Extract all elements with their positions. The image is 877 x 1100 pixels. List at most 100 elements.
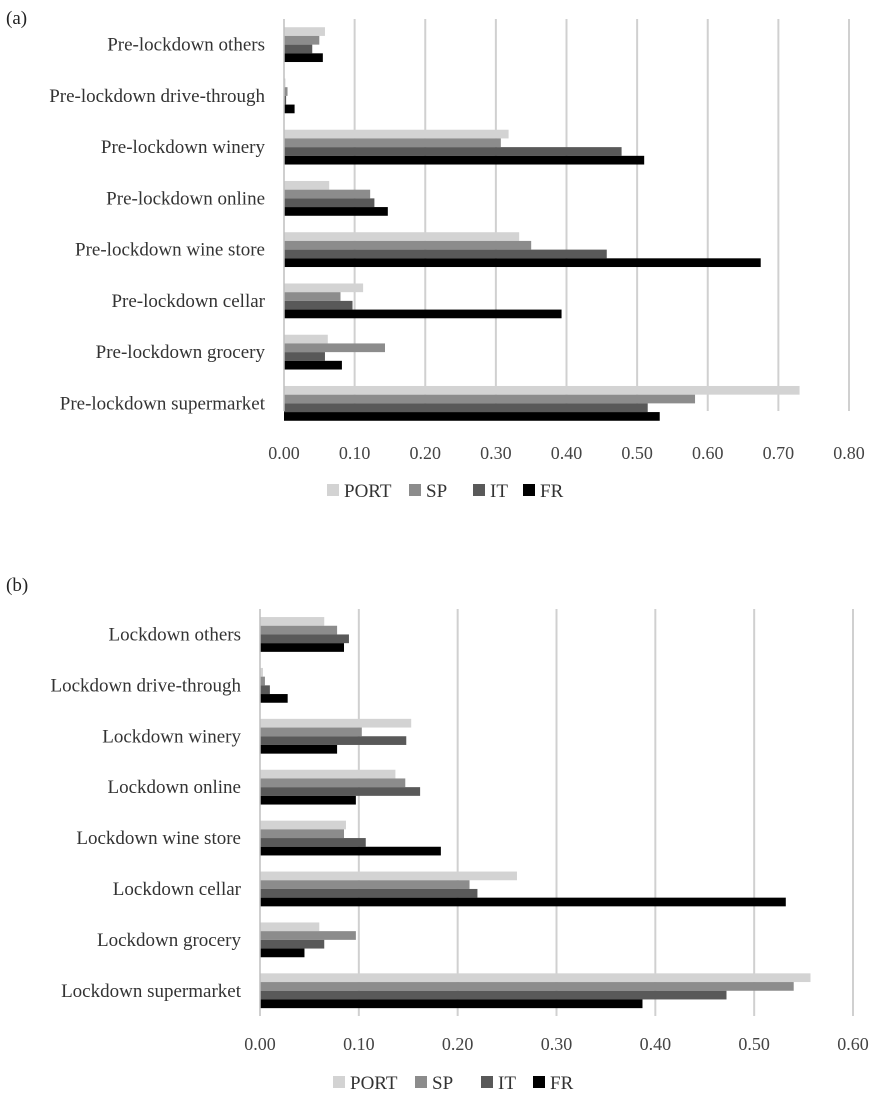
bar-it-pre-lockdown-others [284,44,313,54]
bar-sp-lockdown-cellar [260,880,470,889]
x-tick-label: 0.70 [763,443,795,463]
bar-it-pre-lockdown-grocery [284,352,325,361]
legend-label-fr: FR [550,1073,574,1094]
x-tick-label: 0.20 [410,443,442,463]
bar-sp-pre-lockdown-supermarket [284,394,696,404]
bar-it-lockdown-grocery [260,939,325,949]
category-label: Lockdown drive-through [51,675,242,696]
legend-swatch-it [473,484,485,496]
bar-sp-lockdown-grocery [260,931,356,940]
legend-swatch-sp [415,1076,427,1088]
x-tick-label: 0.20 [442,1034,474,1054]
bar-port-pre-lockdown-cellar [284,283,364,293]
bar-fr-pre-lockdown-supermarket [284,412,660,421]
bar-fr-lockdown-drive-through [260,694,288,703]
category-label: Lockdown winery [102,726,241,747]
category-label: Pre-lockdown cellar [111,291,265,312]
bar-port-lockdown-wine-store [260,820,346,830]
bar-fr-lockdown-winery [260,744,338,754]
bar-it-pre-lockdown-supermarket [284,403,648,413]
legend-label-port: PORT [350,1073,398,1094]
bar-it-pre-lockdown-drive-through [284,95,287,105]
x-tick-label: 0.10 [343,1034,375,1054]
bar-fr-pre-lockdown-winery [284,155,645,165]
bar-port-pre-lockdown-supermarket [284,385,800,395]
bar-port-lockdown-others [260,617,325,626]
legend-swatch-port [327,484,339,496]
bar-fr-pre-lockdown-wine-store [284,258,761,268]
legend-label-sp: SP [432,1073,453,1094]
legend-swatch-fr [533,1076,545,1088]
category-label: Pre-lockdown supermarket [60,393,266,414]
bar-sp-pre-lockdown-online [284,189,371,199]
bar-port-lockdown-cellar [260,871,517,881]
bar-sp-pre-lockdown-grocery [284,343,385,353]
bar-fr-lockdown-wine-store [260,846,441,856]
bar-port-pre-lockdown-winery [284,129,509,139]
category-label: Pre-lockdown drive-through [49,86,265,107]
category-label: Pre-lockdown wine store [75,240,265,261]
x-tick-label: 0.40 [551,443,583,463]
bar-it-pre-lockdown-wine-store [284,249,607,259]
legend-swatch-sp [409,484,421,496]
legend-label-port: PORT [344,481,392,502]
bar-sp-lockdown-supermarket [260,982,794,991]
bar-sp-pre-lockdown-winery [284,138,501,148]
bar-it-lockdown-online [260,787,421,796]
bar-it-lockdown-winery [260,736,407,745]
legend-swatch-fr [523,484,535,496]
x-tick-label: 0.50 [621,443,653,463]
bar-fr-lockdown-others [260,643,345,652]
bar-port-lockdown-winery [260,718,412,728]
bar-port-pre-lockdown-grocery [284,334,328,344]
x-tick-label: 0.60 [837,1034,869,1054]
bar-port-lockdown-drive-through [260,667,263,677]
bar-fr-pre-lockdown-cellar [284,309,562,319]
x-tick-label: 0.30 [480,443,512,463]
bar-it-lockdown-drive-through [260,685,270,695]
bar-fr-lockdown-grocery [260,948,305,958]
category-label: Pre-lockdown grocery [96,342,266,363]
x-tick-label: 0.30 [541,1034,573,1054]
category-label: Lockdown cellar [113,879,242,900]
bar-sp-pre-lockdown-drive-through [284,87,288,96]
category-label: Lockdown supermarket [61,981,242,1002]
category-label: Lockdown online [107,777,241,798]
legend-label-sp: SP [426,481,447,502]
legend: PORT SP IT FR [333,1073,574,1094]
legend-label-it: IT [490,481,508,502]
bar-it-lockdown-others [260,634,349,644]
legend-swatch-it [481,1076,493,1088]
bar-sp-lockdown-winery [260,727,362,737]
bar-port-lockdown-grocery [260,922,320,932]
category-label: Lockdown others [109,624,241,645]
bar-sp-pre-lockdown-wine-store [284,240,532,250]
bar-it-pre-lockdown-winery [284,147,622,156]
panel-label: (b) [6,575,28,596]
bar-port-lockdown-online [260,769,396,779]
bar-it-pre-lockdown-online [284,198,375,208]
bar-fr-lockdown-cellar [260,897,786,907]
bar-port-pre-lockdown-wine-store [284,232,520,241]
bar-port-lockdown-supermarket [260,973,811,983]
bar-it-pre-lockdown-cellar [284,300,353,310]
legend-label-it: IT [498,1073,516,1094]
bar-fr-pre-lockdown-others [284,53,323,63]
legend: PORT SP IT FR [327,481,564,502]
x-tick-label: 0.60 [692,443,724,463]
bar-it-lockdown-cellar [260,888,478,898]
bar-fr-pre-lockdown-online [284,207,388,216]
bar-fr-lockdown-supermarket [260,999,643,1009]
bar-fr-pre-lockdown-drive-through [284,104,295,114]
chart-panel-a: (a) Pre-lockdown others Pre-lockdown drive… [6,8,865,502]
bar-it-lockdown-supermarket [260,990,727,1000]
bar-sp-lockdown-wine-store [260,829,345,839]
category-label: Lockdown grocery [97,930,242,951]
category-label: Pre-lockdown online [106,188,265,209]
bar-sp-lockdown-drive-through [260,676,265,686]
bar-port-pre-lockdown-online [284,180,330,190]
x-tick-label: 0.50 [738,1034,770,1054]
category-label: Pre-lockdown winery [101,137,266,158]
legend-swatch-port [333,1076,345,1088]
